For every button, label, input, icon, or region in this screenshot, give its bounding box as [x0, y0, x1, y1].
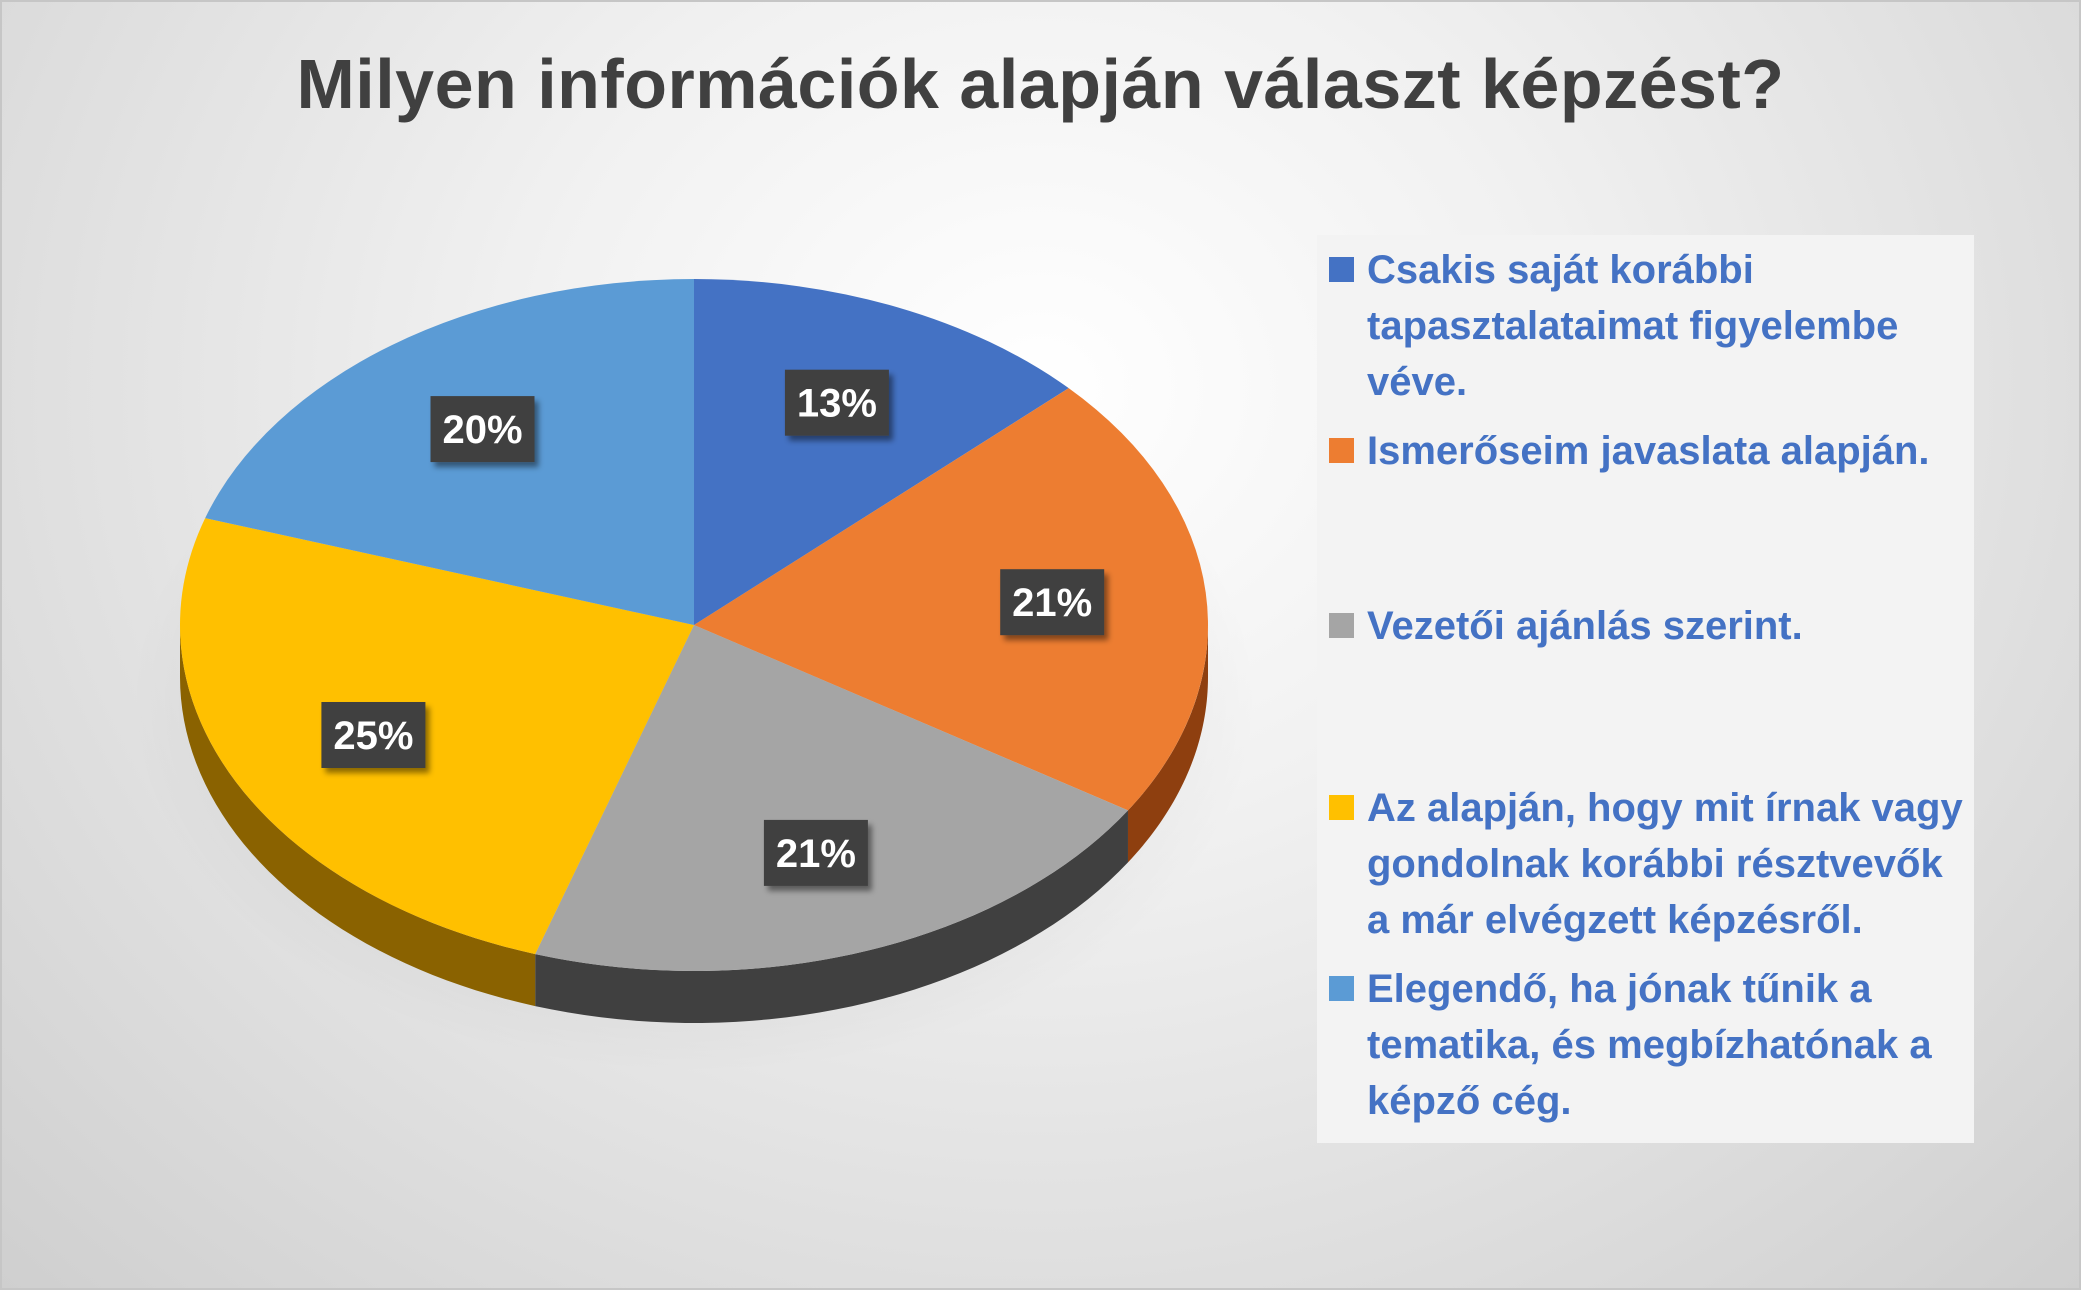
data-label-box [321, 702, 426, 768]
legend-item-2: Ismerőseim javaslata alapján. [1329, 423, 1969, 479]
data-label-box [1000, 569, 1105, 636]
pie-slice-2 [694, 388, 1208, 811]
pie-side-3 [535, 810, 1128, 1023]
data-label-text: 25% [333, 714, 413, 758]
legend-swatch [1329, 257, 1354, 282]
data-label-text: 20% [442, 408, 522, 452]
pie-side-4 [180, 625, 536, 1007]
data-label-1: 13% [784, 369, 889, 436]
data-label-3: 21% [763, 819, 868, 886]
pie-side-2 [1127, 625, 1208, 863]
legend-swatch [1329, 438, 1354, 463]
legend-label: Ismerőseim javaslata alapján. [1367, 429, 1930, 473]
data-label-4: 25% [321, 702, 426, 768]
legend-item-3: Vezetői ajánlás szerint. [1329, 598, 1969, 654]
data-label-box [763, 819, 868, 886]
data-label-text: 13% [797, 382, 877, 426]
legend-swatch [1329, 795, 1354, 820]
legend-item-1: Csakis saját korábbi tapasztalataimat fi… [1329, 242, 1969, 410]
pie-slice-1 [694, 279, 1069, 625]
data-label-2: 21% [1000, 569, 1105, 636]
legend-item-5: Elegendő, ha jónak tűnik a tematika, és … [1329, 961, 1969, 1129]
legend-swatch [1329, 613, 1354, 638]
data-label-box [430, 396, 535, 463]
data-label-5: 20% [430, 396, 535, 463]
data-label-box [784, 369, 889, 436]
legend-label: Elegendő, ha jónak tűnik a tematika, és … [1367, 967, 1932, 1123]
data-label-text: 21% [1012, 581, 1092, 625]
legend-item-4: Az alapján, hogy mit írnak vagy gondolna… [1329, 780, 1969, 948]
legend-label: Csakis saját korábbi tapasztalataimat fi… [1367, 248, 1899, 404]
chart-legend: Csakis saját korábbi tapasztalataimat fi… [1317, 235, 1974, 1143]
chart-title: Milyen információk alapján választ képzé… [296, 45, 1785, 123]
pie-slice-3 [535, 625, 1128, 972]
pie-slice-4 [180, 518, 694, 955]
data-label-text: 21% [776, 832, 856, 876]
legend-label: Vezetői ajánlás szerint. [1367, 604, 1803, 648]
legend-label: Az alapján, hogy mit írnak vagy gondolna… [1367, 786, 1963, 942]
legend-swatch [1329, 976, 1354, 1001]
